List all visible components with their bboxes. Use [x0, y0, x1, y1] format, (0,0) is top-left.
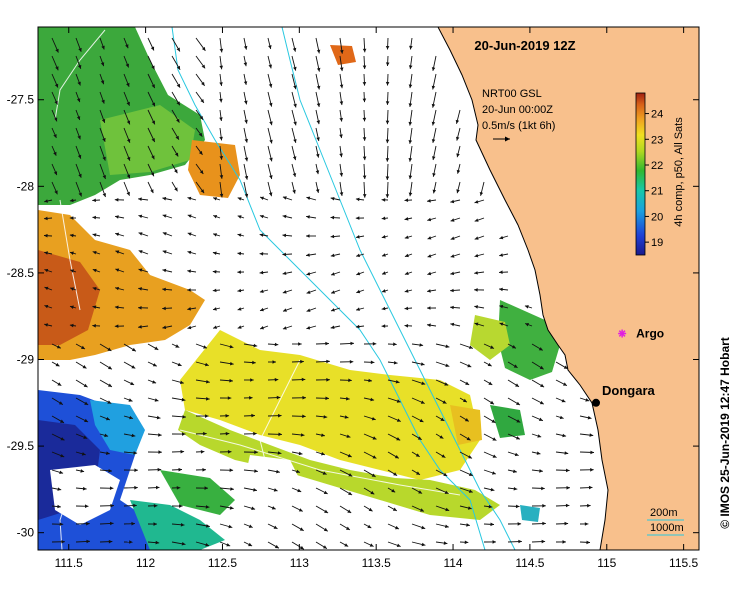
x-tick-label: 114: [443, 556, 462, 570]
colorbar-tick-label: 22: [651, 160, 663, 172]
dongara-marker-icon: [592, 399, 600, 407]
colorbar-tick-label: 24: [651, 109, 663, 121]
y-tick-label: -28: [17, 179, 35, 193]
x-tick-label: 112.5: [208, 556, 237, 570]
velocity-source: NRT00 GSL: [482, 88, 542, 100]
x-tick-label: 113.5: [362, 556, 391, 570]
colorbar-tick-label: 20: [651, 211, 663, 223]
x-tick-label: 115: [597, 556, 616, 570]
y-tick-label: -29.5: [7, 439, 35, 453]
x-tick-label: 115.5: [669, 556, 698, 570]
map-title: 20-Jun-2019 12Z: [474, 38, 575, 53]
colorbar-tick-label: 19: [651, 237, 663, 249]
place-label-argo: Argo: [636, 327, 664, 341]
y-tick-label: -30: [17, 526, 35, 540]
isobath-legend-200m: 200m: [650, 507, 678, 519]
x-tick-label: 112: [136, 556, 155, 570]
colorbar-ramp: [636, 93, 645, 255]
credit-text: © IMOS 25-Jun-2019 12:47 Hobart: [718, 337, 732, 529]
place-label-dongara: Dongara: [602, 383, 656, 398]
argo-marker-icon: [618, 330, 626, 338]
y-tick-label: -28.5: [7, 266, 35, 280]
colorbar-label: 4h comp, p50, All Sats: [673, 117, 685, 227]
x-tick-label: 113: [290, 556, 309, 570]
y-tick-label: -29: [17, 353, 35, 367]
colorbar-tick-label: 21: [651, 186, 663, 198]
colorbar-tick-label: 23: [651, 134, 663, 146]
x-tick-label: 111.5: [55, 556, 84, 570]
velocity-time: 20-Jun 00:00Z: [482, 104, 553, 116]
isobath-legend-1000m: 1000m: [650, 522, 684, 534]
velocity-scale: 0.5m/s (1kt 6h): [482, 120, 555, 132]
x-tick-label: 114.5: [515, 556, 544, 570]
y-tick-label: -27.5: [7, 93, 35, 107]
